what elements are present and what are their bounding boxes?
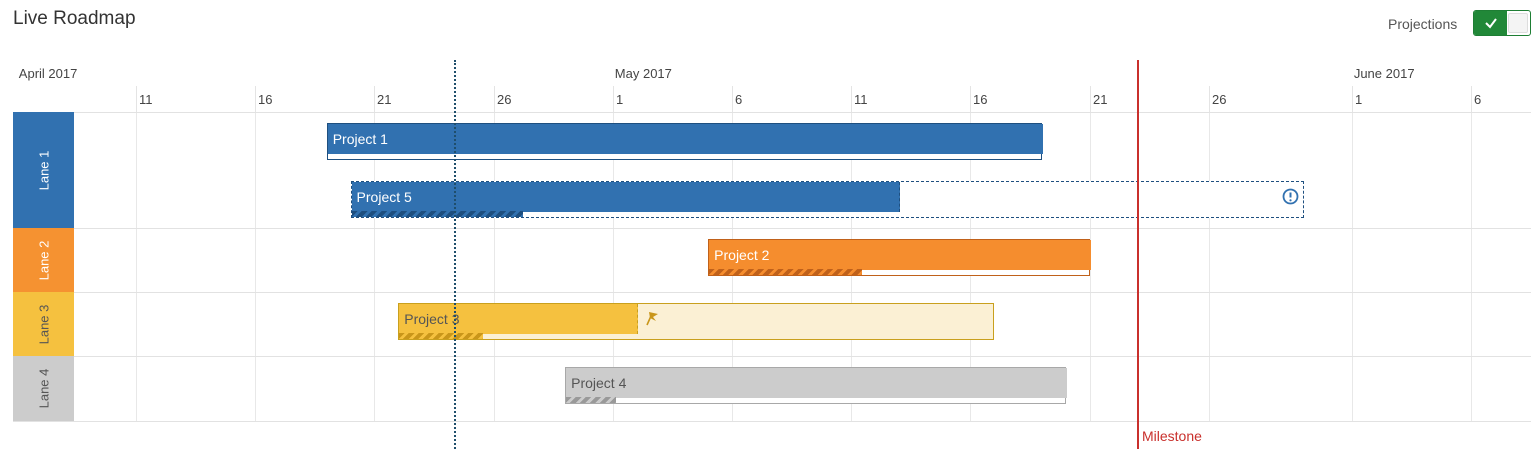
- grid-line-vertical: [136, 112, 137, 421]
- month-label: April 2017: [18, 66, 78, 81]
- lane-header: Lane 1: [13, 112, 74, 228]
- day-tick: [136, 86, 137, 112]
- grid-line-horizontal: [13, 112, 1531, 113]
- project-bar[interactable]: Project 5: [350, 181, 1305, 218]
- day-label: 6: [735, 92, 743, 107]
- flag-icon: [644, 310, 660, 326]
- day-label: 1: [616, 92, 624, 107]
- grid-line-vertical: [613, 112, 614, 421]
- project-bar-fill: [351, 182, 900, 212]
- day-label: 26: [497, 92, 512, 107]
- progress-stripe: [709, 269, 862, 275]
- checkmark-icon: [1485, 18, 1497, 29]
- lane-header: Lane 3: [13, 292, 74, 356]
- grid-line-horizontal: [13, 292, 1531, 293]
- milestone-line: [1137, 60, 1139, 449]
- day-label: 21: [1093, 92, 1108, 107]
- lane-header: Lane 2: [13, 228, 74, 292]
- grid-line-horizontal: [13, 356, 1531, 357]
- project-label: Project 4: [571, 375, 627, 391]
- day-tick: [374, 86, 375, 112]
- day-label: 16: [973, 92, 988, 107]
- day-tick: [1471, 86, 1472, 112]
- projections-label: Projections: [1388, 16, 1458, 32]
- day-tick: [613, 86, 614, 112]
- grid-line-vertical: [1352, 112, 1353, 421]
- project-bar-fill: [709, 240, 1091, 270]
- project-bar[interactable]: Project 2: [708, 239, 1091, 276]
- progress-stripe: [566, 397, 617, 403]
- toggle-knob: [1508, 13, 1528, 33]
- month-label: May 2017: [614, 66, 672, 81]
- day-label: 6: [1474, 92, 1482, 107]
- milestone-label: Milestone: [1142, 428, 1202, 444]
- projections-toggle[interactable]: [1473, 10, 1531, 36]
- project-label: Project 1: [332, 131, 388, 147]
- alert-circle-icon[interactable]: [1282, 188, 1299, 205]
- grid-line-horizontal: [13, 421, 1531, 422]
- project-bar[interactable]: Project 3: [398, 303, 995, 340]
- month-label: June 2017: [1353, 66, 1415, 81]
- project-label: Project 3: [404, 311, 460, 327]
- day-label: 11: [854, 92, 868, 107]
- day-tick: [732, 86, 733, 112]
- project-label: Project 2: [714, 247, 770, 263]
- progress-stripe: [351, 211, 524, 217]
- grid-line-vertical: [494, 112, 495, 421]
- day-tick: [1352, 86, 1353, 112]
- lane-label: Lane 4: [35, 368, 51, 409]
- day-tick: [851, 86, 852, 112]
- grid-line-vertical: [1471, 112, 1472, 421]
- day-label: 1: [1355, 92, 1363, 107]
- lane-label: Lane 1: [35, 150, 51, 190]
- day-label: 16: [258, 92, 273, 107]
- day-label: 21: [377, 92, 392, 107]
- grid-line-vertical: [1209, 112, 1210, 421]
- project-bar[interactable]: Project 1: [326, 123, 1043, 160]
- day-tick: [1209, 86, 1210, 112]
- project-label: Project 5: [356, 189, 412, 205]
- day-tick: [1090, 86, 1091, 112]
- today-marker-line: [454, 60, 456, 449]
- progress-stripe: [399, 333, 483, 339]
- grid-line-vertical: [374, 112, 375, 421]
- grid-line-vertical: [255, 112, 256, 421]
- lane-label: Lane 3: [35, 304, 51, 344]
- day-tick: [494, 86, 495, 112]
- grid-line-horizontal: [13, 228, 1531, 229]
- project-bar-fill: [399, 304, 638, 334]
- day-label: 11: [139, 92, 153, 107]
- project-bar[interactable]: Project 4: [565, 367, 1067, 404]
- lane-label: Lane 2: [35, 240, 51, 280]
- project-bar-fill: [327, 124, 1043, 154]
- day-tick: [255, 86, 256, 112]
- toggle-on-area: [1474, 11, 1507, 35]
- day-tick: [970, 86, 971, 112]
- project-bar-fill: [566, 368, 1067, 398]
- lane-header: Lane 4: [13, 356, 74, 421]
- day-label: 26: [1212, 92, 1227, 107]
- page-title: Live Roadmap: [13, 8, 136, 29]
